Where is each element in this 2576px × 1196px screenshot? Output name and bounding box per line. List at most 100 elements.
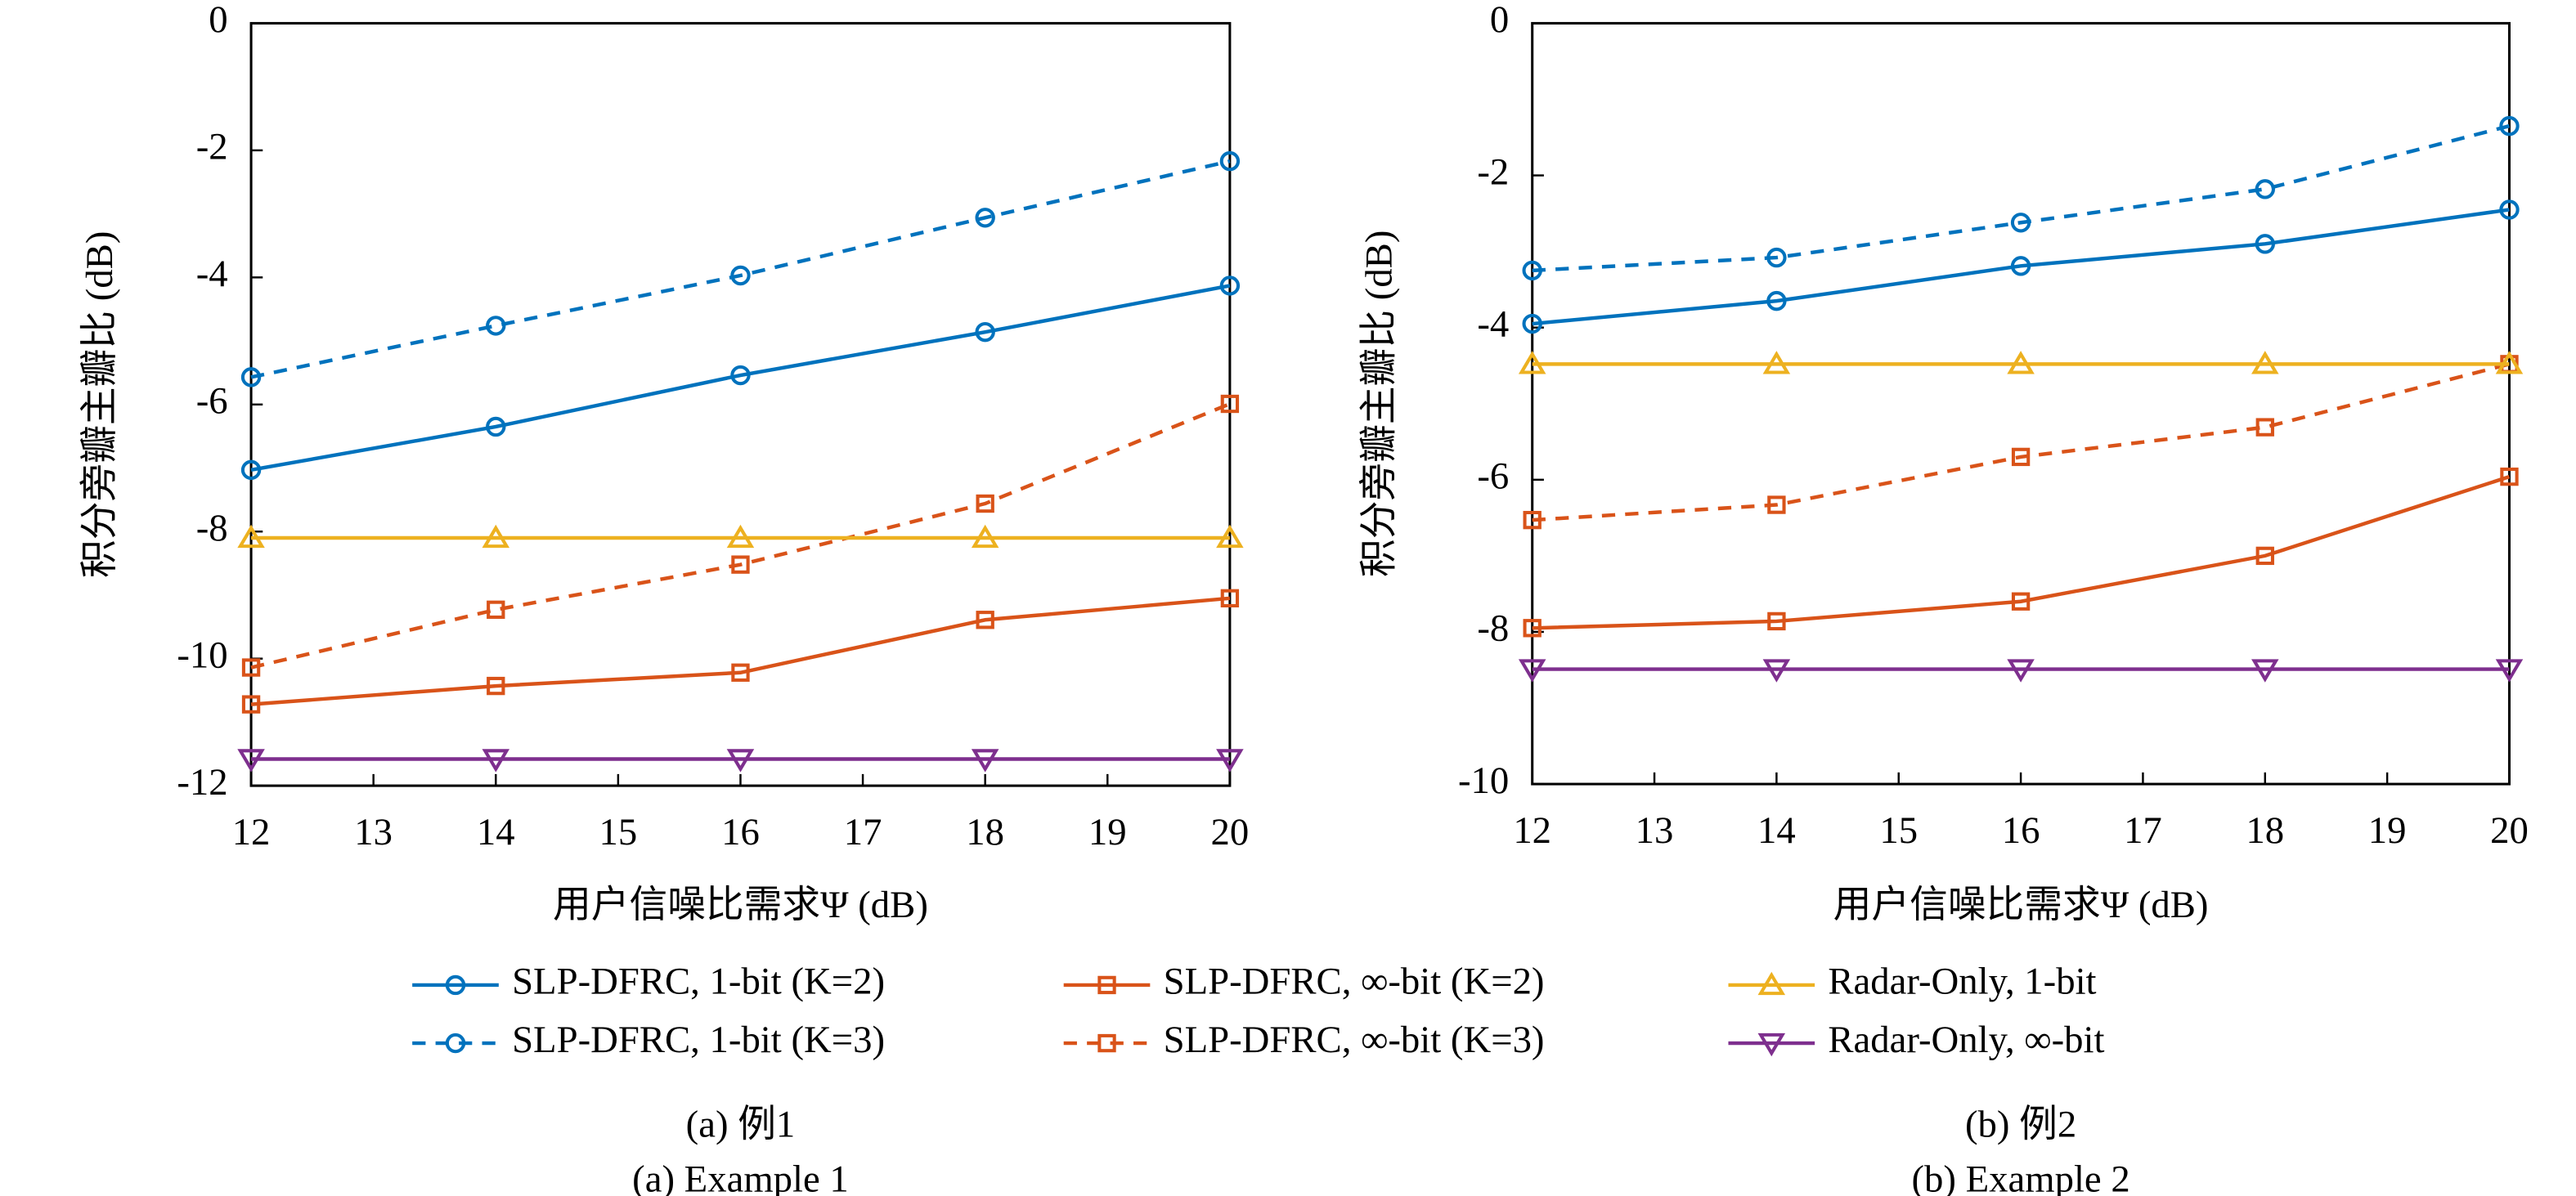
marker (1220, 589, 1240, 608)
marker (486, 416, 506, 437)
y-tick-label: -2 (1477, 150, 1509, 193)
marker (2255, 234, 2275, 254)
marker (2011, 447, 2031, 467)
marker (2007, 351, 2035, 374)
marker (1518, 659, 1546, 683)
caption: (b) 例2 (1965, 1103, 2076, 1145)
marker (971, 524, 999, 549)
marker (487, 600, 505, 619)
marker (1522, 260, 1542, 281)
marker (1767, 611, 1786, 631)
marker (240, 367, 262, 387)
marker (2255, 546, 2274, 566)
marker (1523, 510, 1542, 530)
marker (2251, 351, 2279, 374)
x-tick-label: 17 (844, 811, 882, 853)
series-line (250, 159, 1231, 379)
marker (2011, 592, 2031, 611)
legend-label: Radar-Only, ∞-bit (1828, 1019, 2104, 1061)
x-tick-label: 18 (966, 811, 1004, 853)
marker (1762, 659, 1791, 683)
y-axis-label: 积分旁瓣主瓣比 (dB) (1358, 231, 1401, 577)
marker (241, 695, 261, 714)
marker (1097, 975, 1116, 995)
marker (2499, 115, 2520, 137)
marker (731, 555, 750, 574)
marker (445, 974, 466, 996)
x-tick-label: 15 (599, 811, 638, 853)
x-tick-label: 14 (477, 811, 515, 853)
marker (2255, 418, 2274, 437)
marker (726, 749, 755, 773)
y-tick-label: -4 (196, 253, 228, 295)
x-tick-label: 20 (2490, 809, 2529, 852)
x-tick-label: 16 (721, 811, 760, 853)
marker (2500, 467, 2519, 486)
marker (1097, 1033, 1116, 1053)
x-tick-label: 13 (1636, 809, 1674, 852)
marker (1762, 351, 1791, 374)
marker (2010, 256, 2031, 276)
caption: (a) 例1 (686, 1103, 796, 1145)
marker (1220, 394, 1240, 414)
y-tick-label: -4 (1477, 302, 1509, 345)
marker (237, 749, 265, 773)
x-axis-label: 用户信噪比需求Ψ (dB) (1833, 884, 2209, 926)
marker (1216, 749, 1244, 773)
y-tick-label: -10 (1458, 759, 1509, 802)
series-line (1532, 208, 2510, 326)
series-line (250, 284, 1231, 473)
marker (2251, 659, 2279, 683)
marker (976, 611, 994, 629)
x-tick-label: 12 (1513, 809, 1551, 852)
marker (1522, 313, 1542, 334)
x-tick-label: 18 (2246, 809, 2284, 852)
marker (1219, 275, 1241, 296)
marker (1757, 971, 1786, 996)
x-tick-label: 14 (1757, 809, 1796, 852)
caption: (a) Example 1 (632, 1158, 849, 1196)
x-tick-label: 16 (2002, 809, 2040, 852)
y-axis-label: 积分旁瓣主瓣比 (dB) (79, 231, 121, 578)
marker (1757, 1033, 1786, 1057)
marker (1767, 495, 1786, 514)
series-line (250, 596, 1231, 706)
marker (2495, 659, 2524, 683)
x-tick-label: 12 (232, 811, 271, 853)
marker (1518, 351, 1546, 374)
y-tick-label: -10 (177, 634, 227, 676)
legend-label: SLP-DFRC, 1-bit (K=2) (512, 961, 885, 1003)
y-tick-label: -8 (196, 507, 228, 549)
marker (487, 676, 505, 696)
marker (2499, 199, 2520, 220)
marker (2255, 179, 2275, 199)
marker (1523, 619, 1542, 638)
caption: (b) Example 2 (1911, 1158, 2129, 1196)
marker (730, 265, 751, 286)
y-tick-label: 0 (1490, 0, 1509, 41)
marker (726, 524, 755, 549)
marker (971, 749, 999, 773)
x-axis-label: 用户信噪比需求Ψ (dB) (553, 884, 928, 926)
series-line (1532, 362, 2511, 522)
legend-label: Radar-Only, 1-bit (1828, 961, 2096, 1003)
marker (1766, 290, 1787, 311)
marker (2495, 351, 2524, 374)
x-tick-label: 20 (1211, 811, 1250, 853)
marker (486, 316, 506, 336)
marker (1216, 524, 1244, 549)
marker (2007, 659, 2035, 683)
marker (2010, 213, 2031, 233)
legend-label: SLP-DFRC, 1-bit (K=3) (512, 1019, 885, 1061)
legend-label: SLP-DFRC, ∞-bit (K=3) (1164, 1019, 1545, 1061)
marker (976, 494, 994, 513)
marker (241, 658, 261, 677)
marker (237, 524, 265, 549)
marker (975, 321, 995, 343)
series-line (1532, 123, 2511, 273)
y-tick-label: -6 (196, 379, 228, 422)
y-tick-label: -6 (1477, 455, 1509, 498)
marker (975, 208, 995, 228)
x-tick-label: 13 (354, 811, 393, 853)
